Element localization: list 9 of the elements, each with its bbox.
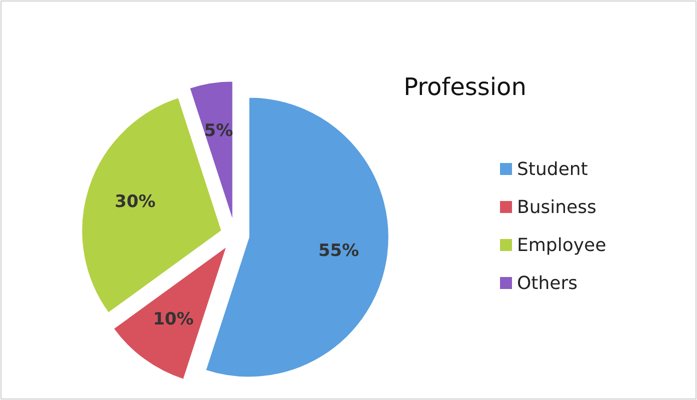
legend-label: Student xyxy=(517,158,588,180)
data-label: 30% xyxy=(114,192,156,212)
chart-title: Profession xyxy=(404,73,526,101)
legend-label: Business xyxy=(517,196,596,218)
legend-label: Others xyxy=(517,272,578,294)
data-label: 55% xyxy=(318,241,360,262)
data-label: 10% xyxy=(152,310,194,330)
data-label: 5% xyxy=(204,120,234,141)
legend-label: Employee xyxy=(517,234,606,256)
